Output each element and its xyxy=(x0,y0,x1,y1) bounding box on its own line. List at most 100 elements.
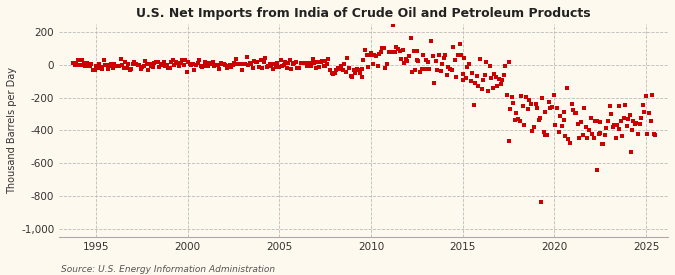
Point xyxy=(113,64,124,69)
Point xyxy=(176,61,186,66)
Point xyxy=(514,119,525,123)
Point xyxy=(477,87,487,91)
Point xyxy=(585,116,596,120)
Point xyxy=(109,61,120,66)
Point xyxy=(214,67,225,71)
Point xyxy=(323,57,333,61)
Point xyxy=(641,94,651,98)
Point xyxy=(598,142,609,146)
Point xyxy=(331,68,342,72)
Point xyxy=(326,70,337,75)
Point xyxy=(466,71,477,75)
Point xyxy=(527,129,538,134)
Point xyxy=(105,64,115,68)
Point xyxy=(519,123,530,128)
Point xyxy=(590,119,601,123)
Point xyxy=(648,132,659,137)
Point xyxy=(609,123,620,127)
Point xyxy=(249,59,260,63)
Point xyxy=(393,47,404,51)
Point xyxy=(446,68,457,73)
Point xyxy=(309,60,320,65)
Point xyxy=(196,65,207,69)
Point xyxy=(183,60,194,64)
Point xyxy=(410,68,421,72)
Point xyxy=(154,65,165,69)
Point xyxy=(180,58,190,62)
Point xyxy=(131,62,142,66)
Point xyxy=(645,119,656,124)
Point xyxy=(601,126,612,130)
Point xyxy=(72,58,83,62)
Point xyxy=(206,62,217,66)
Point xyxy=(143,68,154,72)
Point xyxy=(80,64,90,68)
Point xyxy=(429,81,439,85)
Point xyxy=(126,66,137,71)
Point xyxy=(364,53,375,57)
Point xyxy=(173,64,184,68)
Point xyxy=(500,64,511,68)
Point xyxy=(564,140,575,145)
Point xyxy=(167,58,178,63)
Point xyxy=(647,93,657,97)
Point xyxy=(118,65,129,70)
Point xyxy=(628,119,639,124)
Point xyxy=(189,68,200,73)
Point xyxy=(369,53,380,57)
Point xyxy=(198,64,209,68)
Point xyxy=(315,59,326,64)
Point xyxy=(86,62,97,66)
Point xyxy=(90,64,101,68)
Point xyxy=(84,64,95,68)
Point xyxy=(99,58,109,63)
Point xyxy=(271,65,281,70)
Point xyxy=(550,123,561,128)
Point xyxy=(538,130,549,134)
Point xyxy=(277,64,288,69)
Point xyxy=(440,53,451,57)
Point xyxy=(112,63,123,68)
Point xyxy=(223,63,234,68)
Point xyxy=(95,65,106,70)
Point xyxy=(348,67,359,72)
Point xyxy=(562,86,572,90)
Point xyxy=(386,50,397,55)
Point xyxy=(468,103,479,107)
Point xyxy=(334,67,345,71)
Point xyxy=(232,62,243,66)
Point xyxy=(547,105,558,109)
Point xyxy=(292,65,303,70)
Point xyxy=(457,72,468,77)
Point xyxy=(486,76,497,80)
Point xyxy=(184,62,195,66)
Point xyxy=(391,45,402,50)
Point xyxy=(400,56,411,61)
Point xyxy=(427,54,438,59)
Point xyxy=(243,63,254,67)
Point xyxy=(301,64,312,68)
Point xyxy=(256,66,267,70)
Point xyxy=(283,61,294,66)
Point xyxy=(535,116,546,120)
Point xyxy=(383,50,394,55)
Point xyxy=(312,60,323,64)
Point xyxy=(650,133,661,137)
Point xyxy=(207,59,218,64)
Point xyxy=(269,62,280,66)
Point xyxy=(195,64,206,68)
Point xyxy=(418,53,429,57)
Point xyxy=(192,61,203,65)
Point xyxy=(190,63,201,67)
Point xyxy=(591,167,602,172)
Point xyxy=(186,63,197,67)
Point xyxy=(464,62,475,66)
Point xyxy=(360,47,371,52)
Point xyxy=(345,73,356,78)
Point xyxy=(555,113,566,118)
Point xyxy=(433,53,444,57)
Point xyxy=(353,68,364,72)
Point xyxy=(69,63,80,67)
Point xyxy=(577,133,588,137)
Point xyxy=(211,63,221,68)
